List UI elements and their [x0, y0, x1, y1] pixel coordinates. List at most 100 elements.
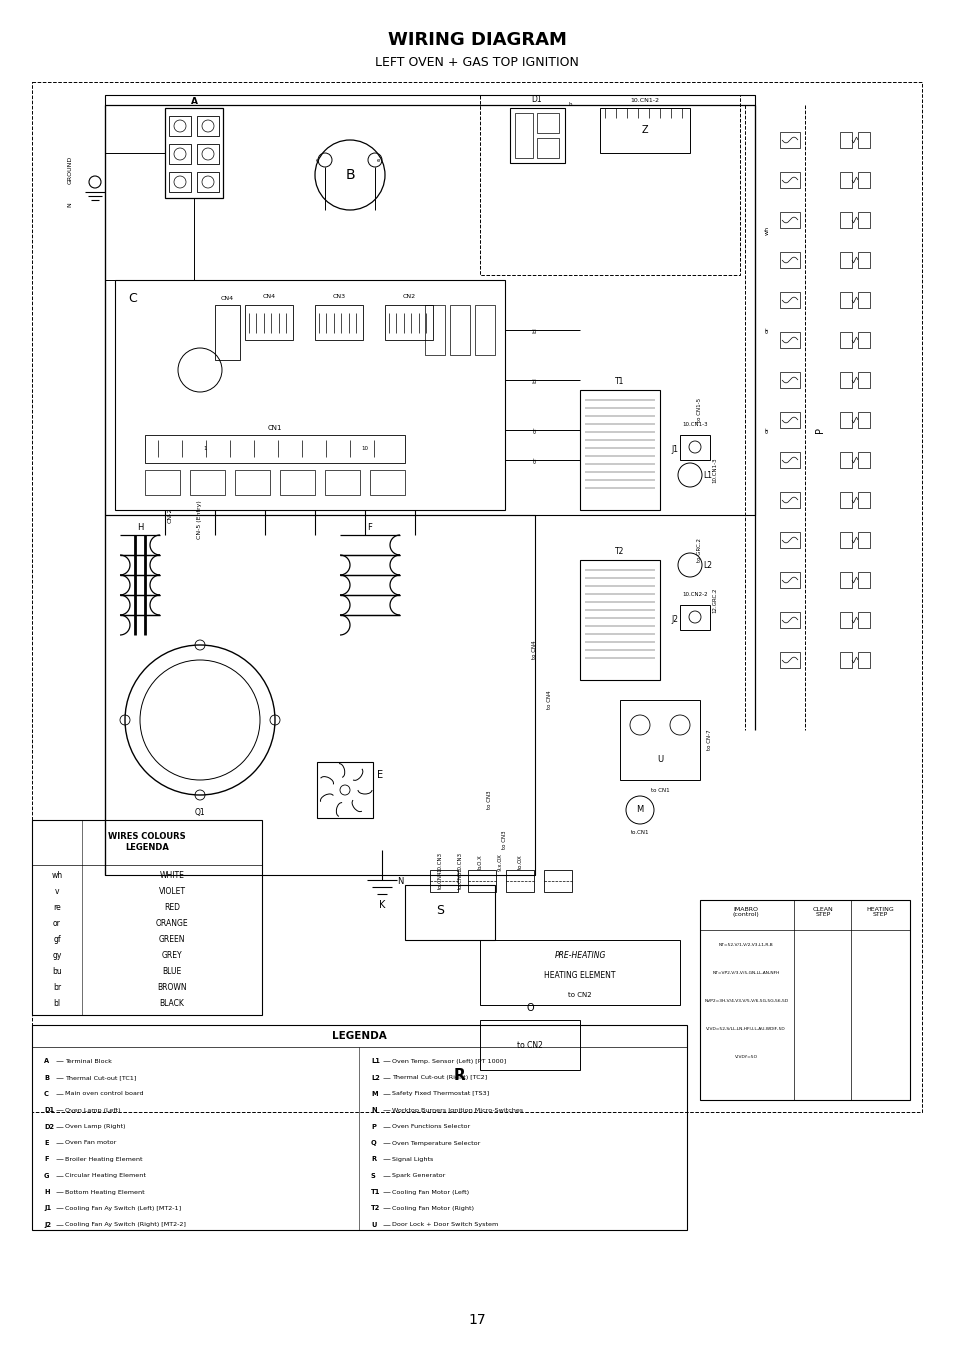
Text: gy: gy: [52, 951, 62, 959]
Text: WHITE: WHITE: [159, 870, 184, 880]
Bar: [280, 470, 314, 494]
Bar: [780, 292, 800, 308]
Bar: [857, 412, 869, 428]
Text: L2: L2: [702, 561, 712, 570]
Text: Thermal Cut-out (Right) [TC2]: Thermal Cut-out (Right) [TC2]: [392, 1075, 487, 1079]
Bar: [780, 132, 800, 149]
Text: U: U: [657, 755, 662, 765]
Bar: [234, 470, 270, 494]
Bar: [105, 515, 535, 875]
Text: E: E: [376, 770, 383, 780]
Bar: [424, 305, 444, 355]
Bar: [479, 95, 740, 276]
Text: Cooling Fan Motor (Right): Cooling Fan Motor (Right): [392, 1206, 474, 1210]
Text: to CN3: to CN3: [487, 790, 492, 809]
Bar: [857, 292, 869, 308]
Text: HEATING ELEMENT: HEATING ELEMENT: [543, 970, 615, 979]
Text: M: M: [636, 805, 643, 815]
Text: to.OX: to.OX: [517, 855, 522, 870]
Text: H: H: [136, 523, 143, 531]
Text: A: A: [44, 1058, 49, 1065]
Text: bl: bl: [53, 998, 60, 1008]
Text: CN-2: CN-2: [168, 508, 172, 523]
Text: J1: J1: [671, 446, 678, 454]
Text: B: B: [345, 168, 355, 182]
Bar: [115, 280, 504, 509]
Bar: [780, 212, 800, 228]
Text: U: U: [371, 1221, 376, 1228]
Bar: [780, 612, 800, 628]
Bar: [780, 372, 800, 388]
Bar: [857, 132, 869, 149]
Bar: [214, 305, 240, 359]
Text: or: or: [763, 427, 769, 434]
Text: 10.CN3: 10.CN3: [457, 852, 462, 871]
Text: CN2: CN2: [402, 295, 416, 300]
Text: BLUE: BLUE: [162, 966, 181, 975]
Text: T1: T1: [615, 377, 624, 386]
Text: ORANGE: ORANGE: [155, 919, 188, 928]
Text: Broiler Heating Element: Broiler Heating Element: [65, 1156, 142, 1162]
Text: GROUND: GROUND: [68, 155, 72, 184]
Text: GREEN: GREEN: [158, 935, 185, 943]
Text: D2: D2: [44, 1124, 54, 1129]
Bar: [857, 372, 869, 388]
Bar: [479, 940, 679, 1005]
Text: 10: 10: [361, 446, 368, 451]
Bar: [370, 470, 405, 494]
Bar: [840, 253, 851, 267]
Text: L2: L2: [371, 1074, 379, 1081]
Bar: [780, 453, 800, 467]
Text: L1: L1: [371, 1058, 379, 1065]
Text: to CN1-5: to CN1-5: [697, 399, 701, 422]
Text: Oven Temp. Sensor (Left) [PT 1000]: Oven Temp. Sensor (Left) [PT 1000]: [392, 1059, 506, 1063]
Bar: [450, 305, 470, 355]
Text: H: H: [44, 1189, 50, 1196]
Text: to CN3: to CN3: [502, 831, 507, 850]
Text: Oven Lamp (Right): Oven Lamp (Right): [65, 1124, 126, 1129]
Text: Safety Fixed Thermostat [TS3]: Safety Fixed Thermostat [TS3]: [392, 1092, 489, 1097]
Bar: [475, 305, 495, 355]
Text: bl: bl: [532, 327, 537, 332]
Text: WIRING DIAGRAM: WIRING DIAGRAM: [387, 31, 566, 49]
Text: e: e: [315, 158, 318, 162]
Bar: [857, 453, 869, 467]
Text: or: or: [53, 919, 61, 928]
Bar: [537, 113, 558, 132]
Bar: [515, 113, 533, 158]
Text: to.CN1: to.CN1: [630, 830, 649, 835]
Text: to CN2: to CN2: [568, 992, 591, 998]
Text: to GRC.2: to GRC.2: [697, 538, 701, 562]
Text: C: C: [129, 292, 137, 304]
Text: HEATING
STEP: HEATING STEP: [866, 907, 894, 917]
Bar: [385, 305, 433, 340]
Text: 10.CN2-2: 10.CN2-2: [681, 593, 707, 597]
Text: BLACK: BLACK: [159, 998, 184, 1008]
Text: A: A: [191, 96, 197, 105]
Text: to.CN5: to.CN5: [457, 871, 462, 889]
Text: R: R: [371, 1156, 375, 1162]
Bar: [840, 212, 851, 228]
Bar: [196, 116, 219, 136]
Text: O: O: [526, 1002, 534, 1013]
Bar: [780, 172, 800, 188]
Text: 10.CN1-3: 10.CN1-3: [712, 457, 717, 482]
Text: CN1: CN1: [268, 426, 282, 431]
Text: to CN-7: to CN-7: [707, 730, 712, 750]
Bar: [679, 435, 709, 459]
Text: N: N: [68, 203, 72, 207]
Bar: [780, 571, 800, 588]
Text: b: b: [568, 101, 571, 107]
Bar: [599, 108, 689, 153]
Bar: [780, 332, 800, 349]
Text: F: F: [44, 1156, 49, 1162]
Text: IMABRO
(control): IMABRO (control): [732, 907, 759, 917]
Text: Spark Generator: Spark Generator: [392, 1173, 445, 1178]
Text: RED: RED: [164, 902, 180, 912]
Bar: [169, 145, 191, 163]
Bar: [468, 870, 496, 892]
Text: Oven Temperature Selector: Oven Temperature Selector: [392, 1140, 480, 1146]
Bar: [840, 571, 851, 588]
Text: WIRES COLOURS
LEGENDA: WIRES COLOURS LEGENDA: [108, 832, 186, 851]
Bar: [780, 253, 800, 267]
